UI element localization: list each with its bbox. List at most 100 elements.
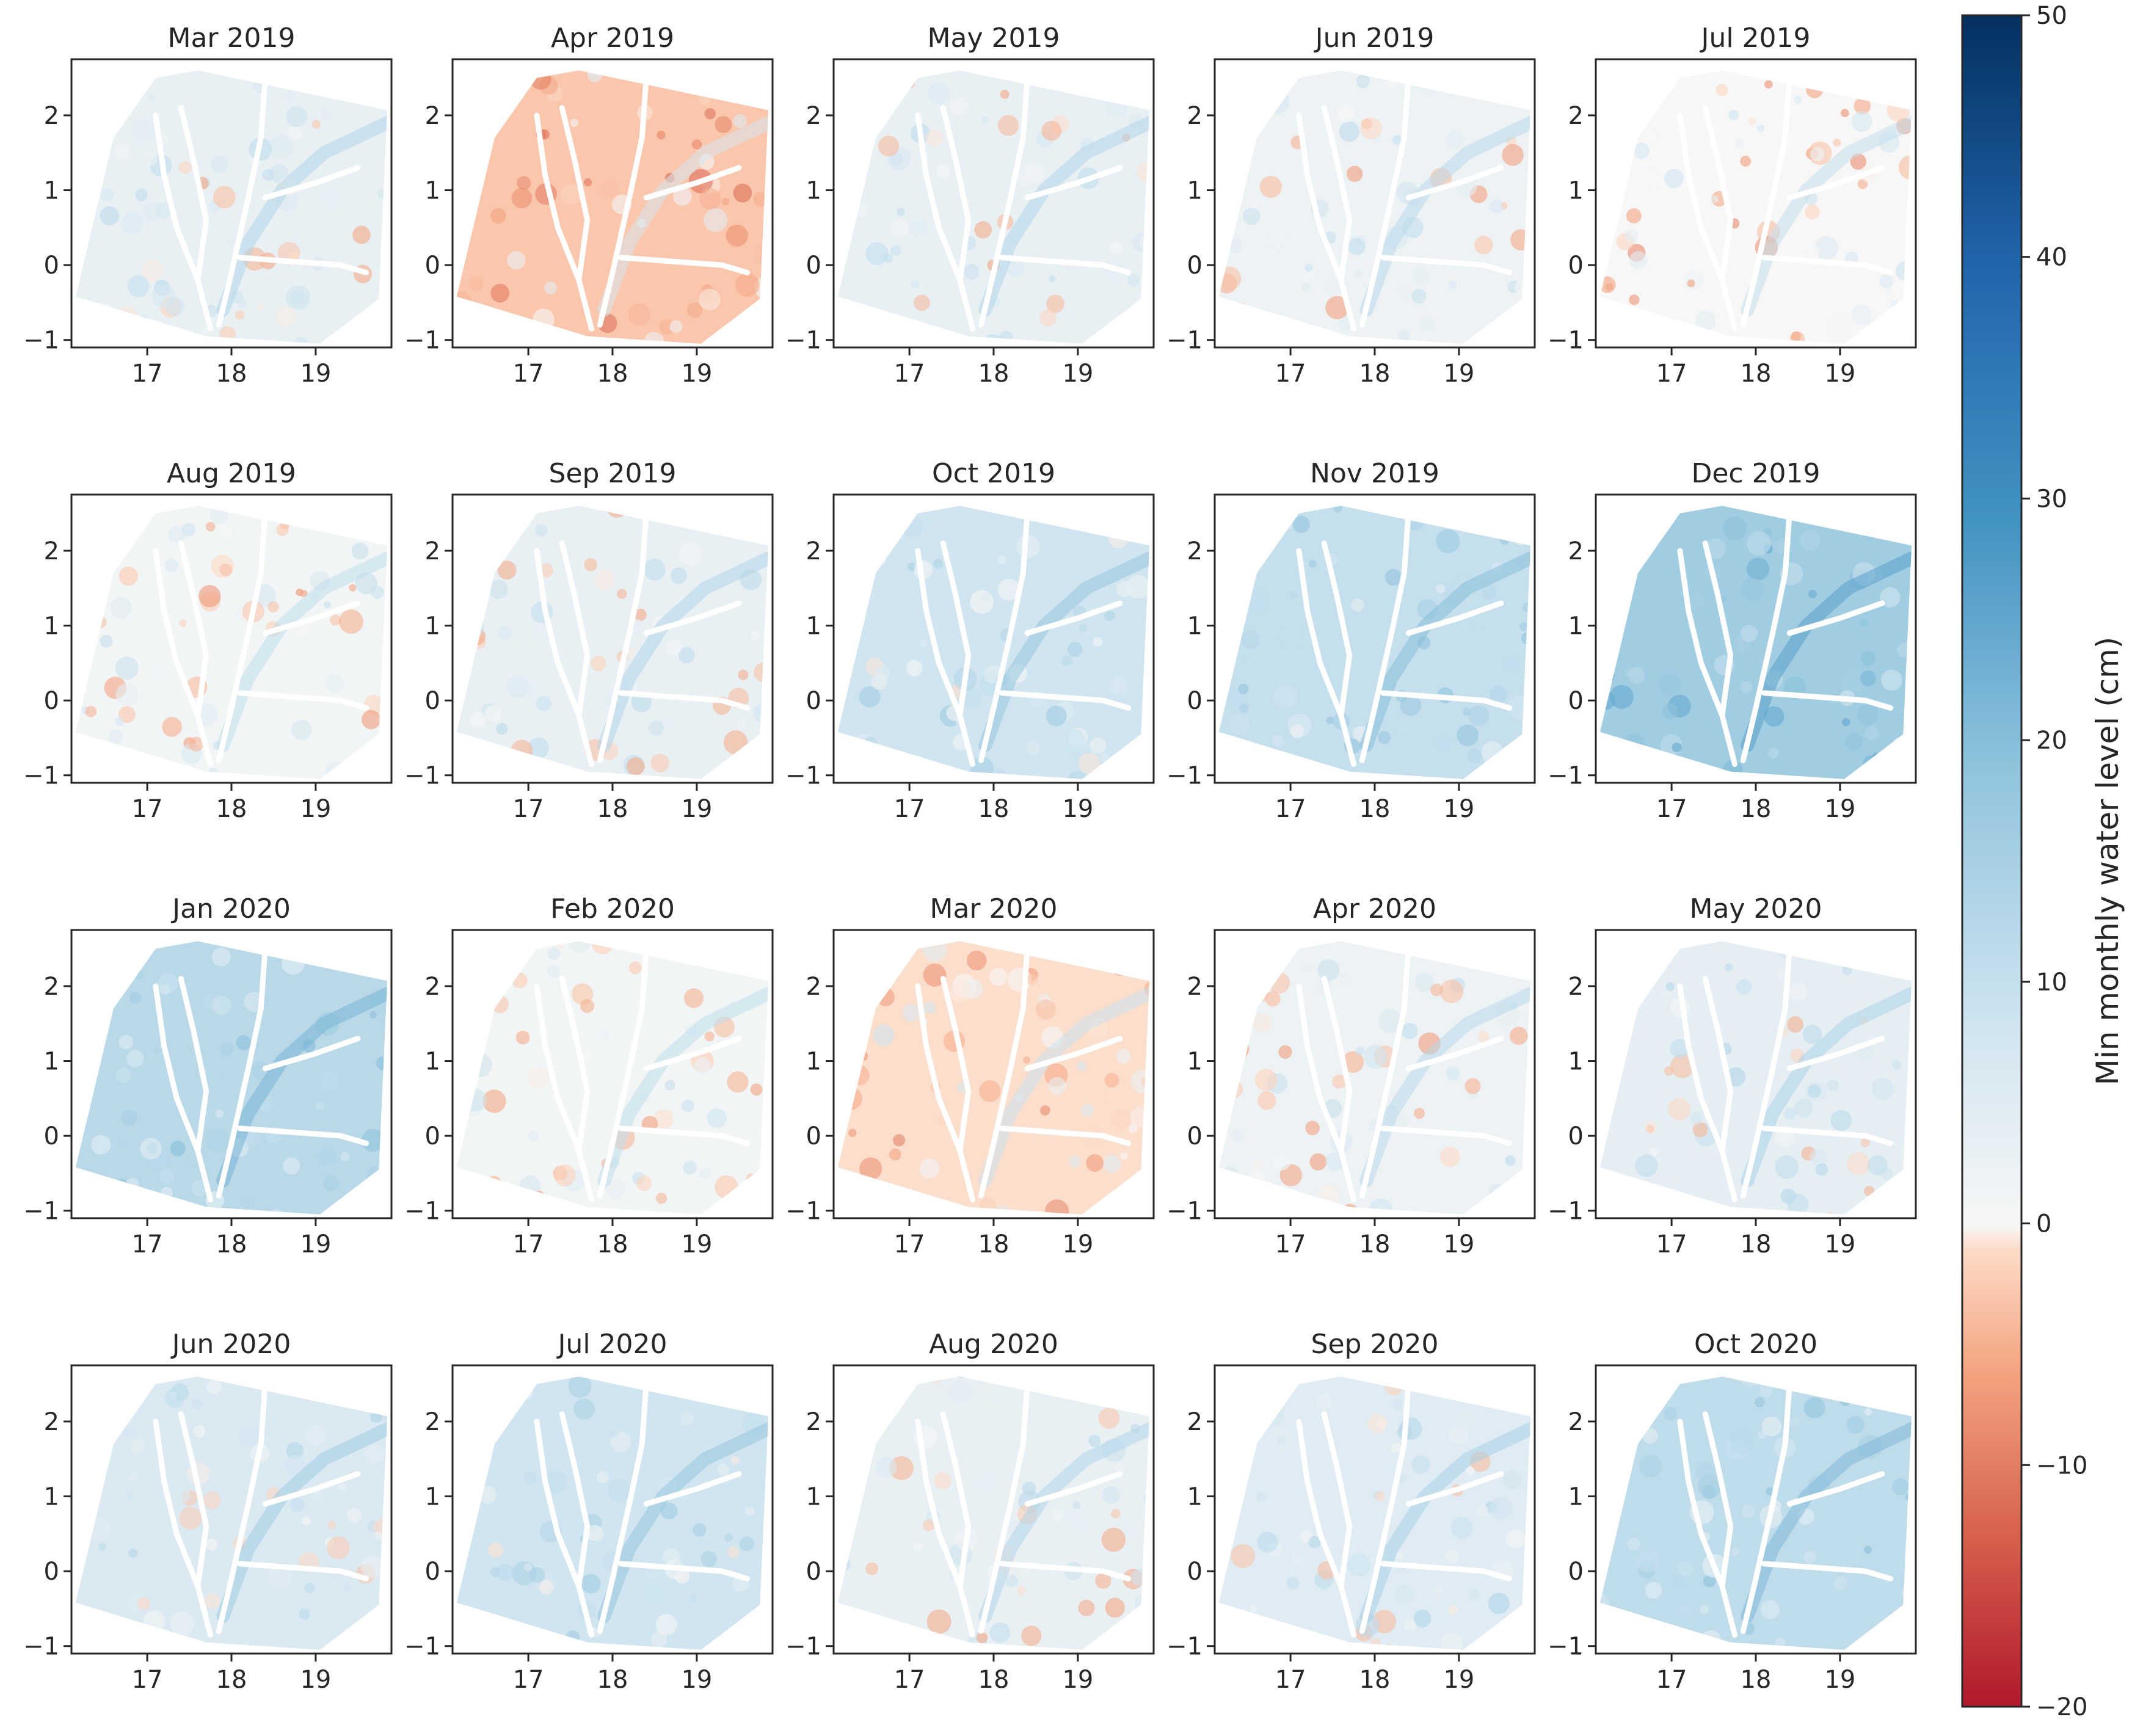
water-level-map bbox=[1218, 1376, 1531, 1650]
y-tick-label: 1 bbox=[1187, 1483, 1202, 1511]
y-tick-label: 0 bbox=[1568, 252, 1584, 280]
map-panel: Jul 2019 17 18 19 2 1 0 −1 bbox=[1548, 23, 1917, 388]
colorbar-gradient bbox=[1961, 14, 2023, 1708]
y-tick-label: 1 bbox=[425, 177, 440, 205]
x-tick-label: 19 bbox=[1062, 1666, 1093, 1694]
colorbar-label: Min monthly water level (cm) bbox=[2090, 637, 2125, 1086]
y-tick-label: −1 bbox=[1548, 327, 1584, 355]
map-panel: Jun 2019 17 18 19 2 1 0 −1 bbox=[1166, 23, 1536, 388]
y-tick-label: 1 bbox=[1187, 612, 1202, 641]
x-tick-label: 17 bbox=[1656, 1230, 1687, 1258]
panel-title: Mar 2020 bbox=[930, 893, 1058, 924]
colorbar: 50 40 30 20 10 0 −10 −20 Min monthly water leve… bbox=[1961, 2, 2125, 1721]
water-level-map bbox=[1218, 70, 1531, 344]
y-tick-label: 0 bbox=[44, 1122, 59, 1150]
x-tick-label: 17 bbox=[894, 1666, 925, 1694]
y-tick-label: −1 bbox=[404, 327, 440, 355]
colorbar-ticks: 50 40 30 20 10 0 −10 −20 bbox=[2021, 2, 2087, 1721]
map-panel: Mar 2020 17 18 19 2 1 0 −1 bbox=[785, 893, 1155, 1258]
y-tick-label: −1 bbox=[23, 327, 59, 355]
map-panel: Jul 2020 17 18 19 2 1 0 −1 bbox=[404, 1329, 774, 1694]
panel-title: Jun 2020 bbox=[170, 1329, 291, 1360]
x-tick-label: 19 bbox=[1443, 360, 1474, 388]
x-tick-label: 18 bbox=[1359, 795, 1391, 823]
x-tick-label: 17 bbox=[513, 1230, 544, 1258]
y-tick-label: −1 bbox=[1166, 1633, 1202, 1661]
map-panel: Aug 2019 17 18 19 2 1 0 −1 bbox=[23, 458, 393, 823]
panel-title: Apr 2019 bbox=[551, 23, 674, 54]
y-tick-label: −1 bbox=[1548, 762, 1584, 790]
water-level-map bbox=[456, 941, 769, 1215]
y-tick-label: 0 bbox=[1568, 687, 1584, 715]
x-tick-label: 17 bbox=[132, 360, 163, 388]
x-tick-label: 17 bbox=[1275, 1666, 1306, 1694]
x-tick-label: 17 bbox=[894, 795, 925, 823]
x-tick-label: 18 bbox=[978, 1666, 1010, 1694]
y-tick-label: 2 bbox=[1187, 102, 1202, 130]
x-tick-label: 19 bbox=[1824, 795, 1855, 823]
y-tick-label: −1 bbox=[23, 1197, 59, 1226]
panel-title: Jul 2019 bbox=[1699, 23, 1810, 54]
y-tick-label: −1 bbox=[23, 1633, 59, 1661]
water-level-map bbox=[456, 506, 769, 779]
colorbar-tick-label: 40 bbox=[2036, 244, 2067, 272]
y-tick-label: 0 bbox=[806, 1122, 821, 1150]
y-tick-label: 2 bbox=[806, 537, 821, 565]
x-tick-label: 17 bbox=[894, 360, 925, 388]
panel-title: May 2020 bbox=[1690, 893, 1822, 924]
y-tick-label: −1 bbox=[404, 1197, 440, 1226]
water-level-map bbox=[75, 70, 388, 344]
y-tick-label: 0 bbox=[425, 1122, 440, 1150]
x-tick-label: 18 bbox=[1359, 1666, 1391, 1694]
x-tick-label: 19 bbox=[1062, 795, 1093, 823]
map-panel: Oct 2020 17 18 19 2 1 0 −1 bbox=[1548, 1329, 1917, 1694]
y-tick-label: 2 bbox=[806, 102, 821, 130]
y-tick-label: 1 bbox=[1187, 1048, 1202, 1076]
y-tick-label: 2 bbox=[425, 537, 440, 565]
y-tick-label: 1 bbox=[44, 177, 59, 205]
y-tick-label: 1 bbox=[44, 1048, 59, 1076]
y-tick-label: 2 bbox=[44, 537, 59, 565]
y-tick-label: 2 bbox=[44, 973, 59, 1001]
y-tick-label: 2 bbox=[1568, 537, 1584, 565]
x-tick-label: 19 bbox=[1824, 1666, 1855, 1694]
x-tick-label: 19 bbox=[681, 795, 712, 823]
panel-title: Apr 2020 bbox=[1313, 893, 1436, 924]
x-tick-label: 19 bbox=[1824, 360, 1855, 388]
y-tick-label: 0 bbox=[44, 687, 59, 715]
colorbar-tick-label: 0 bbox=[2036, 1210, 2051, 1238]
panel-title: Nov 2019 bbox=[1310, 458, 1439, 489]
map-panel: Apr 2019 17 18 19 2 1 0 −1 bbox=[404, 23, 774, 388]
y-tick-label: 1 bbox=[1568, 612, 1584, 641]
x-tick-label: 18 bbox=[597, 360, 628, 388]
x-tick-label: 18 bbox=[1741, 795, 1772, 823]
x-tick-label: 19 bbox=[300, 360, 331, 388]
y-tick-label: 2 bbox=[1568, 102, 1584, 130]
x-tick-label: 18 bbox=[978, 795, 1010, 823]
colorbar-tick-label: −10 bbox=[2036, 1451, 2087, 1480]
water-level-map bbox=[456, 70, 769, 344]
map-panel: Jun 2020 17 18 19 2 1 0 −1 bbox=[23, 1329, 393, 1694]
y-tick-label: −1 bbox=[785, 1633, 821, 1661]
y-tick-label: 2 bbox=[1568, 1408, 1584, 1436]
y-tick-label: 1 bbox=[425, 1048, 440, 1076]
x-tick-label: 17 bbox=[513, 1666, 544, 1694]
colorbar-tick-label: 20 bbox=[2036, 727, 2067, 755]
x-tick-label: 18 bbox=[978, 360, 1010, 388]
y-tick-label: −1 bbox=[785, 1197, 821, 1226]
water-level-map bbox=[75, 506, 388, 779]
water-level-map bbox=[837, 70, 1150, 344]
panel-title: Sep 2020 bbox=[1311, 1329, 1439, 1360]
water-level-map bbox=[1218, 506, 1531, 779]
map-panel: Sep 2020 17 18 19 2 1 0 −1 bbox=[1166, 1329, 1536, 1694]
y-tick-label: 0 bbox=[1568, 1122, 1584, 1150]
x-tick-label: 17 bbox=[1275, 1230, 1306, 1258]
map-panel: Nov 2019 17 18 19 2 1 0 −1 bbox=[1166, 458, 1536, 823]
y-tick-label: 2 bbox=[1187, 973, 1202, 1001]
x-tick-label: 19 bbox=[1824, 1230, 1855, 1258]
map-panel: Jan 2020 17 18 19 2 1 0 −1 bbox=[23, 893, 393, 1258]
y-tick-label: 0 bbox=[806, 687, 821, 715]
x-tick-label: 18 bbox=[1359, 1230, 1391, 1258]
